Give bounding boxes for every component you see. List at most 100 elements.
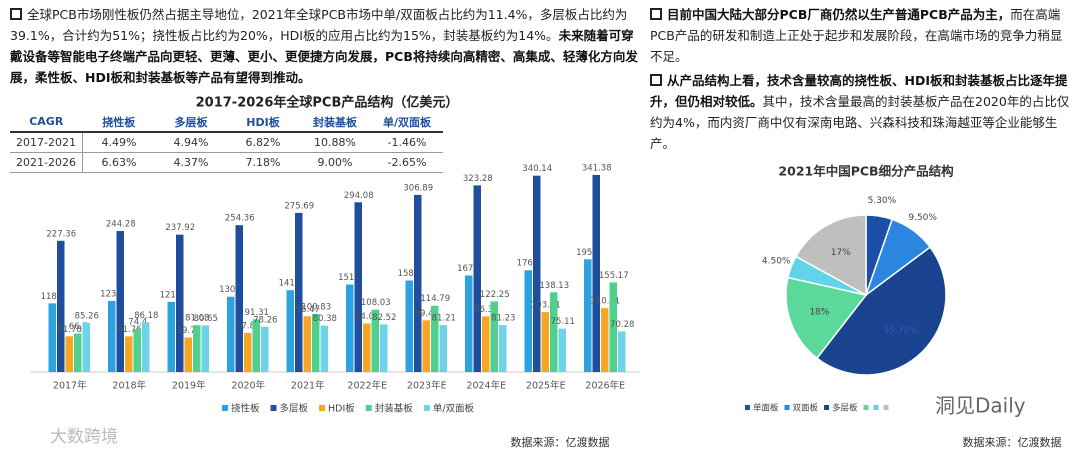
bar	[465, 275, 473, 372]
data-label: 4.50%	[762, 257, 791, 267]
watermark: 洞见Daily	[935, 394, 1026, 418]
bar	[354, 202, 362, 372]
data-label: 121.5	[160, 290, 184, 300]
bar	[490, 301, 498, 372]
bar	[380, 324, 388, 372]
cell: 4.37%	[155, 152, 227, 173]
data-label: 5.30%	[868, 196, 897, 206]
x-tick-label: 2023年E	[407, 380, 447, 392]
data-label: 195.3	[576, 248, 600, 258]
bar	[371, 309, 379, 372]
x-tick-label: 2018年	[112, 380, 146, 392]
data-label: 108.03	[361, 298, 391, 308]
bar	[125, 336, 133, 372]
cell: 7.18%	[227, 152, 299, 173]
data-label: 80.65	[194, 314, 218, 324]
source: 数据来源：亿渡数据	[511, 435, 610, 449]
bar	[601, 308, 609, 372]
legend-swatch	[270, 405, 277, 411]
data-label: 70.28	[610, 320, 634, 330]
legend-swatch	[873, 405, 879, 410]
x-tick-label: 2021年	[291, 380, 325, 392]
x-tick-label: 2025年E	[526, 380, 566, 392]
cell: 4.94%	[155, 132, 227, 153]
bar	[82, 322, 90, 372]
data-label: 141.7	[279, 279, 303, 289]
bar	[142, 322, 150, 372]
x-tick-label: 2017年	[53, 380, 87, 392]
bar	[295, 212, 303, 372]
pie-slice	[794, 214, 867, 297]
data-label: 66.7	[69, 322, 88, 332]
data-label: 81.21	[432, 314, 456, 324]
legend-label: 单/双面板	[433, 403, 475, 415]
data-label: 86.18	[134, 311, 158, 321]
header-cell: 多层板	[155, 112, 227, 133]
bar	[558, 328, 566, 372]
bar	[405, 280, 413, 372]
cell: 2021-2026	[10, 152, 83, 173]
cell: 6.82%	[227, 132, 299, 153]
data-label: 138.13	[539, 281, 569, 291]
data-label: 67.83	[236, 321, 260, 331]
x-tick-label: 2022年E	[347, 380, 387, 392]
bar	[482, 316, 490, 372]
cell: -2.65%	[371, 152, 443, 173]
legend-swatch	[883, 405, 889, 410]
legend-label: 多层板	[280, 403, 309, 415]
bar	[167, 301, 175, 372]
data-label: 158.5	[398, 269, 422, 279]
cell: 4.49%	[82, 132, 155, 153]
data-label: 275.69	[284, 201, 314, 211]
bar	[57, 240, 65, 372]
bar	[584, 259, 592, 372]
legend-label: 封装基板	[375, 403, 414, 415]
pie-chart-title: 2021年中国PCB细分产品结构	[778, 164, 953, 179]
header-cell: 单/双面板	[371, 112, 443, 133]
bar	[184, 337, 192, 372]
data-label: 45.70%	[884, 326, 919, 336]
pie-slice	[815, 246, 947, 376]
bar	[286, 290, 294, 372]
data-label: 89.48	[415, 309, 439, 319]
legend-label: HDI板	[328, 403, 355, 415]
data-label: 78.26	[253, 315, 277, 325]
bar	[533, 175, 541, 372]
cell: -1.46%	[371, 132, 443, 153]
legend-label: 多层板	[832, 403, 858, 414]
data-label: 244.28	[106, 220, 136, 230]
cell: 10.88%	[299, 132, 371, 153]
cagr-table: CAGR 挠性板 多层板 HDI板 封装基板 单/双面板 2017-2021 4…	[10, 112, 443, 173]
data-label: 114.79	[420, 294, 450, 304]
bar	[541, 312, 549, 372]
bar	[609, 282, 617, 372]
header-cell: CAGR	[10, 112, 83, 133]
text: 未来随着可穿戴设备等智能电子终端产品向更轻、更薄、更小、更便捷方向发展，PCB将…	[10, 28, 638, 85]
bar	[550, 292, 558, 372]
bar	[524, 270, 532, 372]
cell: 6.63%	[82, 152, 155, 173]
data-label: 61.76	[117, 325, 141, 335]
data-label: 59.76	[177, 326, 201, 336]
data-label: 100.83	[301, 302, 331, 312]
x-tick-label: 2019年	[172, 380, 206, 392]
data-label: 96.47	[296, 305, 320, 315]
bar	[473, 185, 481, 372]
data-label: 17%	[831, 248, 851, 258]
data-label: 341.38	[582, 163, 612, 173]
bar	[176, 234, 184, 372]
legend-swatch	[863, 405, 869, 410]
text: 目前中国大陆大部分PCB厂商仍然以生产普通PCB产品为主，	[667, 7, 1011, 22]
x-tick-label: 2026年E	[585, 380, 625, 392]
text: 全球PCB市场刚性板仍然占据主导地位，2021年全球PCB市场中单/双面板占比约…	[10, 7, 628, 43]
data-label: 74.4	[128, 318, 147, 328]
data-label: 176.3	[517, 259, 541, 269]
pie-slice	[785, 276, 868, 360]
text: 其中，技术含量最高的封装基板产品在2020年的占比仅约为4%，而内资厂商中仅有深…	[650, 94, 1070, 151]
bar	[618, 331, 626, 372]
data-label: 81.08	[185, 314, 209, 324]
bar	[116, 231, 124, 372]
data-label: 85.26	[75, 311, 99, 321]
data-label: 151.5	[338, 273, 362, 283]
